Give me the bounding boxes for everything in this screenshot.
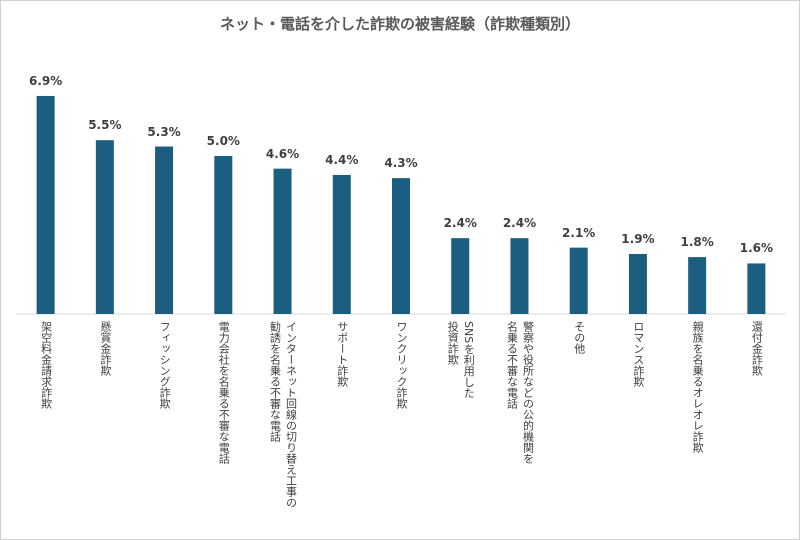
- bar: [332, 174, 351, 314]
- x-tick-label: サポート詐欺: [335, 321, 349, 387]
- x-tick-label: 懸賞金詐欺: [98, 321, 112, 376]
- x-tick-label: その他: [572, 321, 586, 354]
- value-label: 6.9%: [28, 73, 63, 88]
- bar: [155, 146, 174, 314]
- bar: [36, 95, 55, 315]
- bar: [95, 140, 114, 314]
- value-label: 4.6%: [265, 146, 300, 161]
- chart-title: ネット・電話を介した詐欺の被害経験（詐欺種類別）: [219, 15, 580, 33]
- x-tick-label: インターネット回線の切り替え工事の 勧誘を名乗る不審な電話: [268, 321, 298, 508]
- x-tick-label: 架空料金請求詐欺: [39, 321, 53, 409]
- value-label: 2.1%: [562, 225, 596, 240]
- value-label: 5.0%: [206, 134, 240, 148]
- value-label: 1.8%: [680, 235, 714, 250]
- x-tick-label: 警察や役所などの公的機関を 名乗る不審な電話: [505, 321, 535, 464]
- x-tick-label: 親族を名乗るオレオレ詐欺: [691, 321, 705, 453]
- x-tick-label: 電力会社を名乗る不審な電話: [217, 321, 231, 464]
- bar: [569, 247, 588, 314]
- bar: [273, 168, 292, 314]
- bar: [392, 178, 410, 314]
- bar: [510, 238, 529, 314]
- bar: [214, 156, 233, 314]
- x-tick-label: ロマンス詐欺: [631, 321, 645, 387]
- value-label: 4.3%: [384, 156, 418, 171]
- bar: [688, 257, 707, 314]
- bar: [747, 263, 766, 314]
- value-label: 2.4%: [502, 216, 537, 231]
- value-label: 2.4%: [443, 216, 477, 231]
- value-label: 4.4%: [325, 152, 359, 167]
- value-label: 1.9%: [621, 231, 655, 246]
- x-tick-label: SNSを利用した 投資詐欺: [446, 321, 476, 399]
- value-label: 1.6%: [739, 241, 774, 256]
- value-label: 5.5%: [88, 118, 122, 133]
- value-label: 5.3%: [147, 124, 181, 139]
- bar: [451, 238, 470, 314]
- x-tick-label: ワンクリック詐欺: [395, 321, 408, 409]
- x-tick-label: 還付金詐欺: [750, 321, 764, 376]
- bar: [628, 253, 647, 314]
- x-tick-label: フィッシング詐欺: [158, 321, 172, 409]
